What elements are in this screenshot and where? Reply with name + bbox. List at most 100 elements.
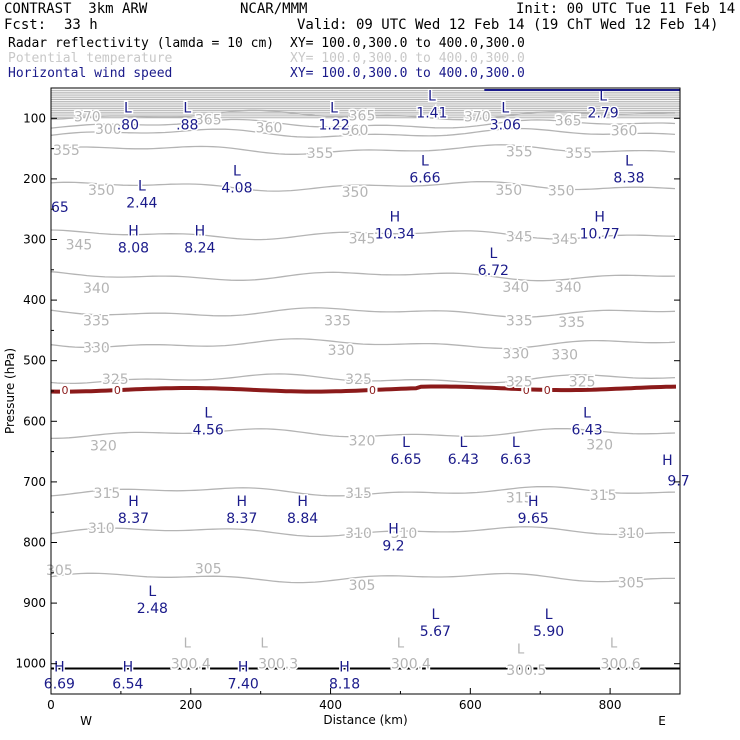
theta-contour-330: [51, 338, 676, 350]
field-name-wind: Horizontal wind speed: [8, 66, 173, 81]
wind-extremum-letter: L: [625, 153, 633, 169]
freezing-level-label: 0: [523, 384, 530, 397]
theta-label: 330: [502, 346, 529, 362]
wind-extremum-letter: L: [459, 435, 467, 451]
west-end-label: W: [80, 714, 92, 728]
wind-extremum-value: 6.54: [112, 676, 143, 692]
freezing-level-label: 0: [369, 384, 376, 397]
theta-contour-325: [51, 373, 676, 385]
theta-label: 315: [345, 486, 372, 502]
y-axis-title: Pressure (hPa): [3, 348, 17, 434]
theta-contour-305: [51, 572, 675, 584]
field-xy-theta: XY= 100.0,300.0 to 400.0,300.0: [290, 51, 525, 66]
y-tick-label: 1000: [15, 657, 46, 671]
theta-label: 345: [349, 231, 376, 247]
wind-extremum-letter: L: [428, 88, 436, 104]
upper-dense-contours: [51, 89, 680, 119]
wind-extremum-letter: L: [330, 101, 338, 117]
wind-extremum-letter: L: [183, 101, 191, 117]
x-tick-label: 200: [179, 698, 202, 712]
theta-label: 365: [555, 114, 582, 130]
theta-label: 350: [342, 185, 369, 201]
theta-label: 355: [565, 146, 592, 162]
wind-extremum-letter: H: [238, 659, 249, 675]
wind-extremum-value: 6.72: [478, 263, 509, 279]
wind-extremum-letter: H: [128, 494, 139, 510]
wind-extremum-value: 6.43: [571, 422, 602, 438]
wind-extremum-value: 8.18: [329, 676, 360, 692]
wind-extremum-letter: H: [195, 224, 206, 240]
theta-label: 320: [586, 437, 613, 453]
theta-contour-335: [51, 307, 676, 318]
freezing-level-label: 0: [114, 384, 121, 397]
theta-label: 360: [611, 123, 638, 139]
wind-extremum-value: 1.22: [318, 118, 349, 134]
theta-label: 355: [506, 145, 533, 161]
wind-extremum-value: 7.40: [228, 676, 259, 692]
theta-label: 320: [90, 439, 117, 455]
theta-label: 365: [349, 108, 376, 124]
theta-label: 310: [88, 521, 115, 537]
theta-label: 360: [342, 123, 369, 139]
theta-label: 300.5: [506, 663, 546, 679]
theta-label: 310: [618, 526, 645, 542]
wind-extremum-value: 2.48: [137, 601, 168, 617]
wind-extremum-letter: H: [390, 210, 401, 226]
theta-label: 345: [506, 229, 533, 245]
wind-extremum-value: 1.41: [416, 105, 447, 121]
y-tick-label: 600: [23, 414, 46, 428]
theta-label: 370: [74, 109, 101, 125]
wind-extremum-letter: H: [123, 659, 134, 675]
wind-extremum-value: 10.77: [580, 227, 620, 243]
wind-extremum-value: 6.43: [448, 452, 479, 468]
wind-extremum-letter: H: [128, 224, 139, 240]
theta-label: 335: [506, 314, 533, 330]
east-end-label: E: [658, 714, 666, 728]
theta-label: 325: [506, 374, 533, 390]
theta-label: 350: [548, 183, 575, 199]
x-tick-label: 800: [599, 698, 622, 712]
theta-label: 300.4: [171, 657, 211, 673]
theta-label: 305: [618, 575, 645, 591]
theta-contour-320: [51, 427, 676, 440]
institution-label: NCAR/MMM: [240, 1, 308, 17]
wind-extremum-letter: H: [297, 494, 308, 510]
theta-label: 350: [495, 183, 522, 199]
wind-extremum-value: 5.90: [533, 624, 564, 640]
wind-extremum-letter: L: [421, 153, 429, 169]
wind-extremum-letter: L: [599, 88, 607, 104]
wind-extremum-value: 2.44: [126, 196, 157, 212]
wind-extremum-letter: H: [528, 494, 539, 510]
theta-label: 345: [551, 232, 578, 248]
theta-contour-365: [51, 118, 676, 129]
fcst-value: 33 h: [64, 17, 98, 33]
model-title: CONTRAST 3km ARW: [4, 1, 148, 17]
wind-extremum-letter: L: [501, 101, 509, 117]
theta-extremum-letter: L: [610, 637, 618, 652]
theta-label: 310: [391, 526, 418, 542]
field-xy-reflectivity: XY= 100.0,300.0 to 400.0,300.0: [290, 36, 525, 51]
theta-label: 335: [324, 314, 351, 330]
freezing-level-layer: 0 0 0 0 0: [51, 383, 680, 670]
theta-label: 365: [195, 113, 222, 129]
field-name-reflectivity: Radar reflectivity (lamda = 10 cm): [8, 36, 275, 51]
theta-contour-315: [51, 485, 676, 497]
x-tick-label: 600: [459, 698, 482, 712]
wind-extremum-value: 8.24: [184, 241, 215, 257]
theta-contour-350: [51, 180, 676, 192]
freezing-label-bg: [542, 383, 553, 396]
theta-label: 360: [256, 120, 283, 136]
freezing-level-line: [51, 384, 677, 394]
wind-extremum-letter: H: [339, 659, 350, 675]
theta-extremum-letter: L: [184, 637, 192, 652]
theta-label: 340: [83, 281, 110, 297]
wind-extremum-letter: L: [233, 164, 241, 180]
wind-extremum-value: 6.66: [409, 170, 440, 186]
wind-extremum-letter: H: [388, 522, 399, 538]
wind-extremum-value: 4.08: [221, 181, 252, 197]
wind-extremum-value: 9.2: [382, 539, 404, 555]
wind-extremum-value: .80: [117, 118, 139, 134]
wind-extremum-value: 10.34: [375, 227, 415, 243]
freezing-label-bg: [112, 383, 123, 396]
